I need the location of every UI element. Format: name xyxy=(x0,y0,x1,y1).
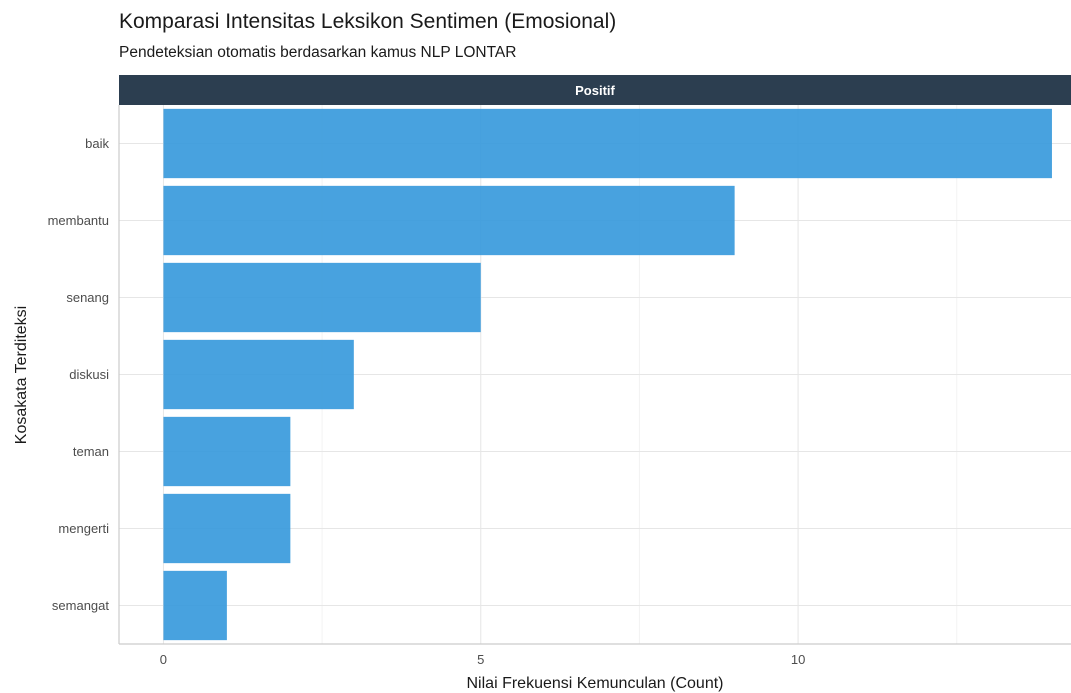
bar-mengerti xyxy=(163,493,291,564)
y-tick-label-teman: teman xyxy=(73,444,109,459)
bars xyxy=(163,108,1052,641)
y-tick-label-baik: baik xyxy=(85,136,109,151)
facet-strip-label: Positif xyxy=(575,83,615,98)
bar-diskusi xyxy=(163,339,354,410)
y-tick-label-membantu: membantu xyxy=(48,213,109,228)
chart-subtitle: Pendeteksian otomatis berdasarkan kamus … xyxy=(119,44,517,61)
x-tick-label: 10 xyxy=(791,652,805,667)
facet-strip xyxy=(119,75,1071,105)
y-tick-label-senang: senang xyxy=(66,290,109,305)
y-tick-label-semangat: semangat xyxy=(52,598,109,613)
chart-title: Komparasi Intensitas Leksikon Sentimen (… xyxy=(119,10,617,33)
x-axis-title: Nilai Frekuensi Kemunculan (Count) xyxy=(467,675,724,692)
x-tick-labels: 0 5 10 xyxy=(160,652,806,667)
y-tick-labels: baik membantu senang diskusi teman mengerti se… xyxy=(48,136,110,613)
y-axis-title: Kosakata Terditeksi xyxy=(13,306,30,444)
bar-teman xyxy=(163,416,291,487)
y-tick-label-diskusi: diskusi xyxy=(69,367,109,382)
bar-membantu xyxy=(163,185,735,256)
bar-baik xyxy=(163,108,1052,179)
x-tick-label: 5 xyxy=(477,652,484,667)
bar-semangat xyxy=(163,570,227,641)
bar-senang xyxy=(163,262,481,333)
y-tick-label-mengerti: mengerti xyxy=(58,521,109,536)
x-tick-label: 0 xyxy=(160,652,167,667)
